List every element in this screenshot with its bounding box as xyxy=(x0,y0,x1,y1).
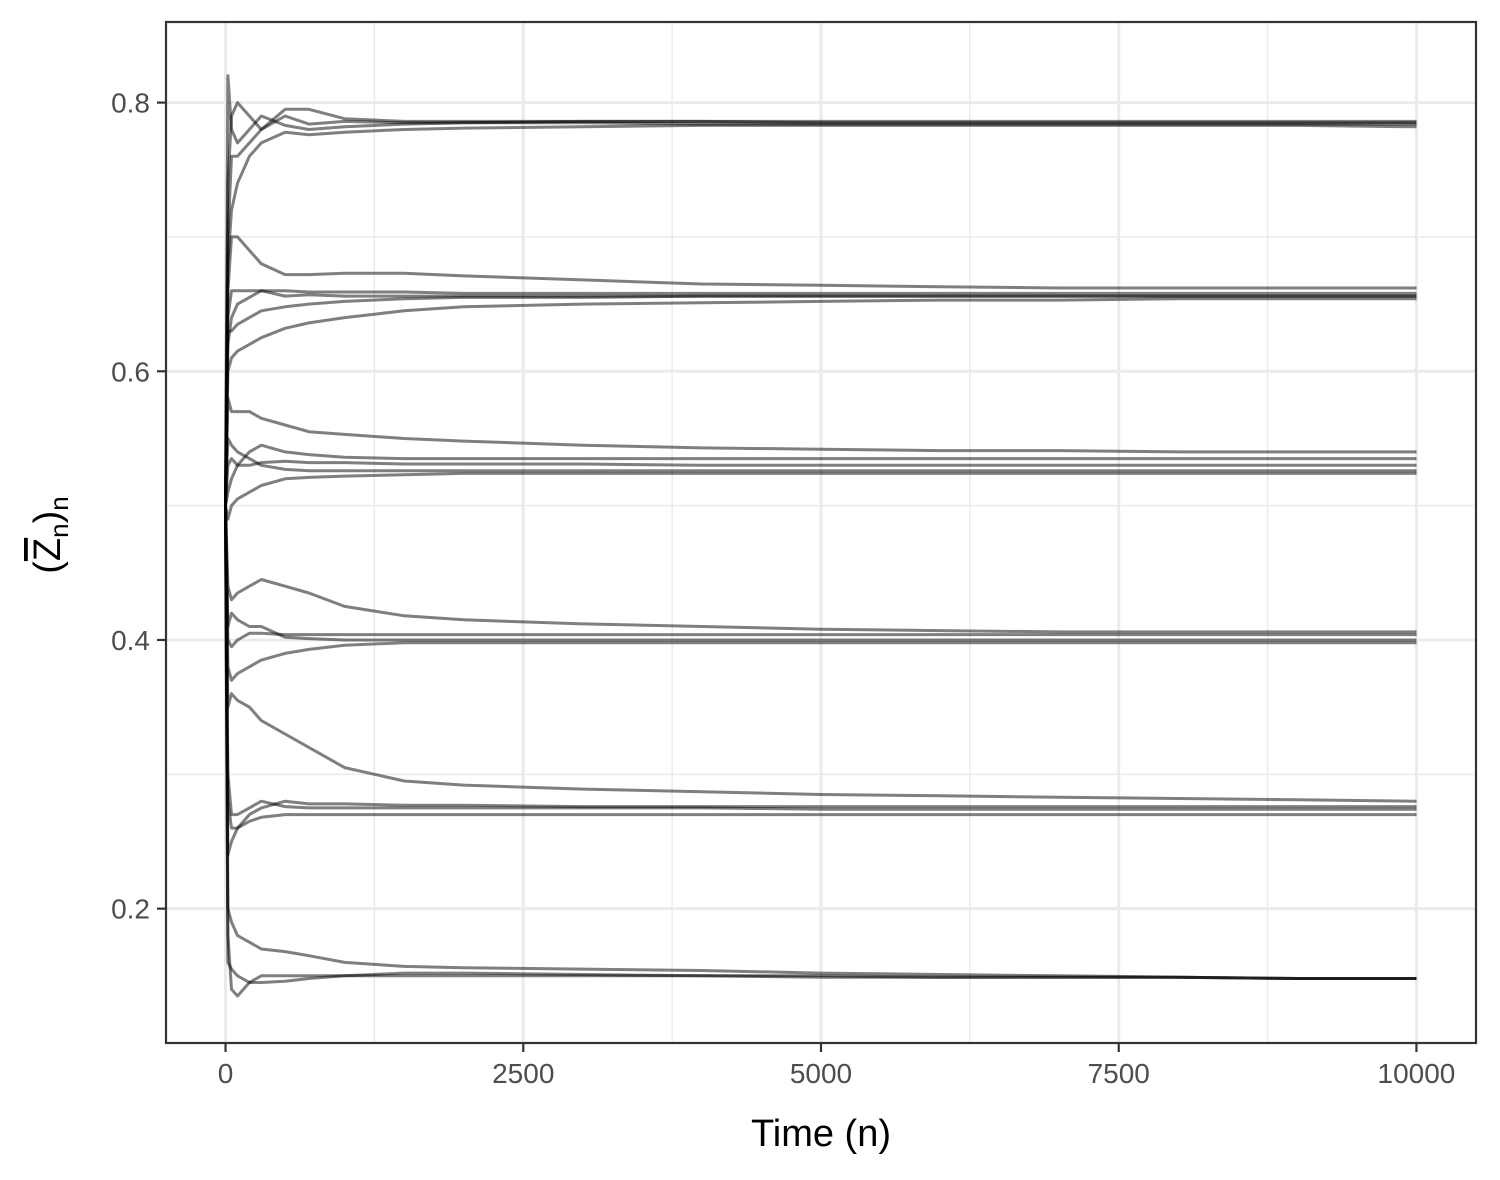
x-axis-title: Time (n) xyxy=(751,1113,891,1155)
y-axis: 0.2 0.4 0.6 0.8 xyxy=(111,88,166,925)
x-tick-label: 5000 xyxy=(790,1058,852,1089)
x-tick-label: 7500 xyxy=(1088,1058,1150,1089)
series-line-22 xyxy=(224,505,1417,857)
y-tick-label: 0.4 xyxy=(111,625,150,656)
series-line-14 xyxy=(224,437,1417,506)
y-axis-title-var: Z xyxy=(27,538,69,561)
y-axis-title-close: ) xyxy=(27,511,69,524)
series-line-15 xyxy=(224,505,1417,634)
series-line-9 xyxy=(224,294,1417,506)
y-tick-label: 0.6 xyxy=(111,356,150,387)
series-line-4 xyxy=(224,74,1417,506)
series-line-19 xyxy=(224,505,1417,817)
series-line-25 xyxy=(224,505,1417,984)
y-axis-title-sub-outer: n xyxy=(44,496,74,510)
x-tick-label: 2500 xyxy=(492,1058,554,1089)
series-line-13 xyxy=(224,443,1417,506)
y-axis-title: (Zn)n xyxy=(27,496,74,573)
series-line-16 xyxy=(224,505,1417,649)
series-line-12 xyxy=(224,471,1417,521)
x-tick-label: 0 xyxy=(218,1058,234,1089)
series-line-5 xyxy=(224,235,1417,506)
x-axis: 0 2500 5000 7500 10000 xyxy=(218,1043,1456,1089)
x-tick-label: 10000 xyxy=(1378,1058,1456,1089)
y-tick-label: 0.8 xyxy=(111,88,150,119)
y-axis-title-sub-inner: n xyxy=(44,523,74,537)
series-line-17 xyxy=(224,505,1417,682)
series-line-7 xyxy=(224,289,1417,506)
series-line-18 xyxy=(224,505,1417,642)
series-lines xyxy=(224,74,1417,998)
svg-text:(Zn)n: (Zn)n xyxy=(27,496,74,573)
series-line-21 xyxy=(224,505,1417,803)
series-line-3 xyxy=(224,123,1417,506)
series-line-10 xyxy=(224,396,1417,506)
y-axis-title-open: ( xyxy=(27,561,69,574)
series-line-8 xyxy=(224,297,1417,506)
y-tick-label: 0.2 xyxy=(111,894,150,925)
